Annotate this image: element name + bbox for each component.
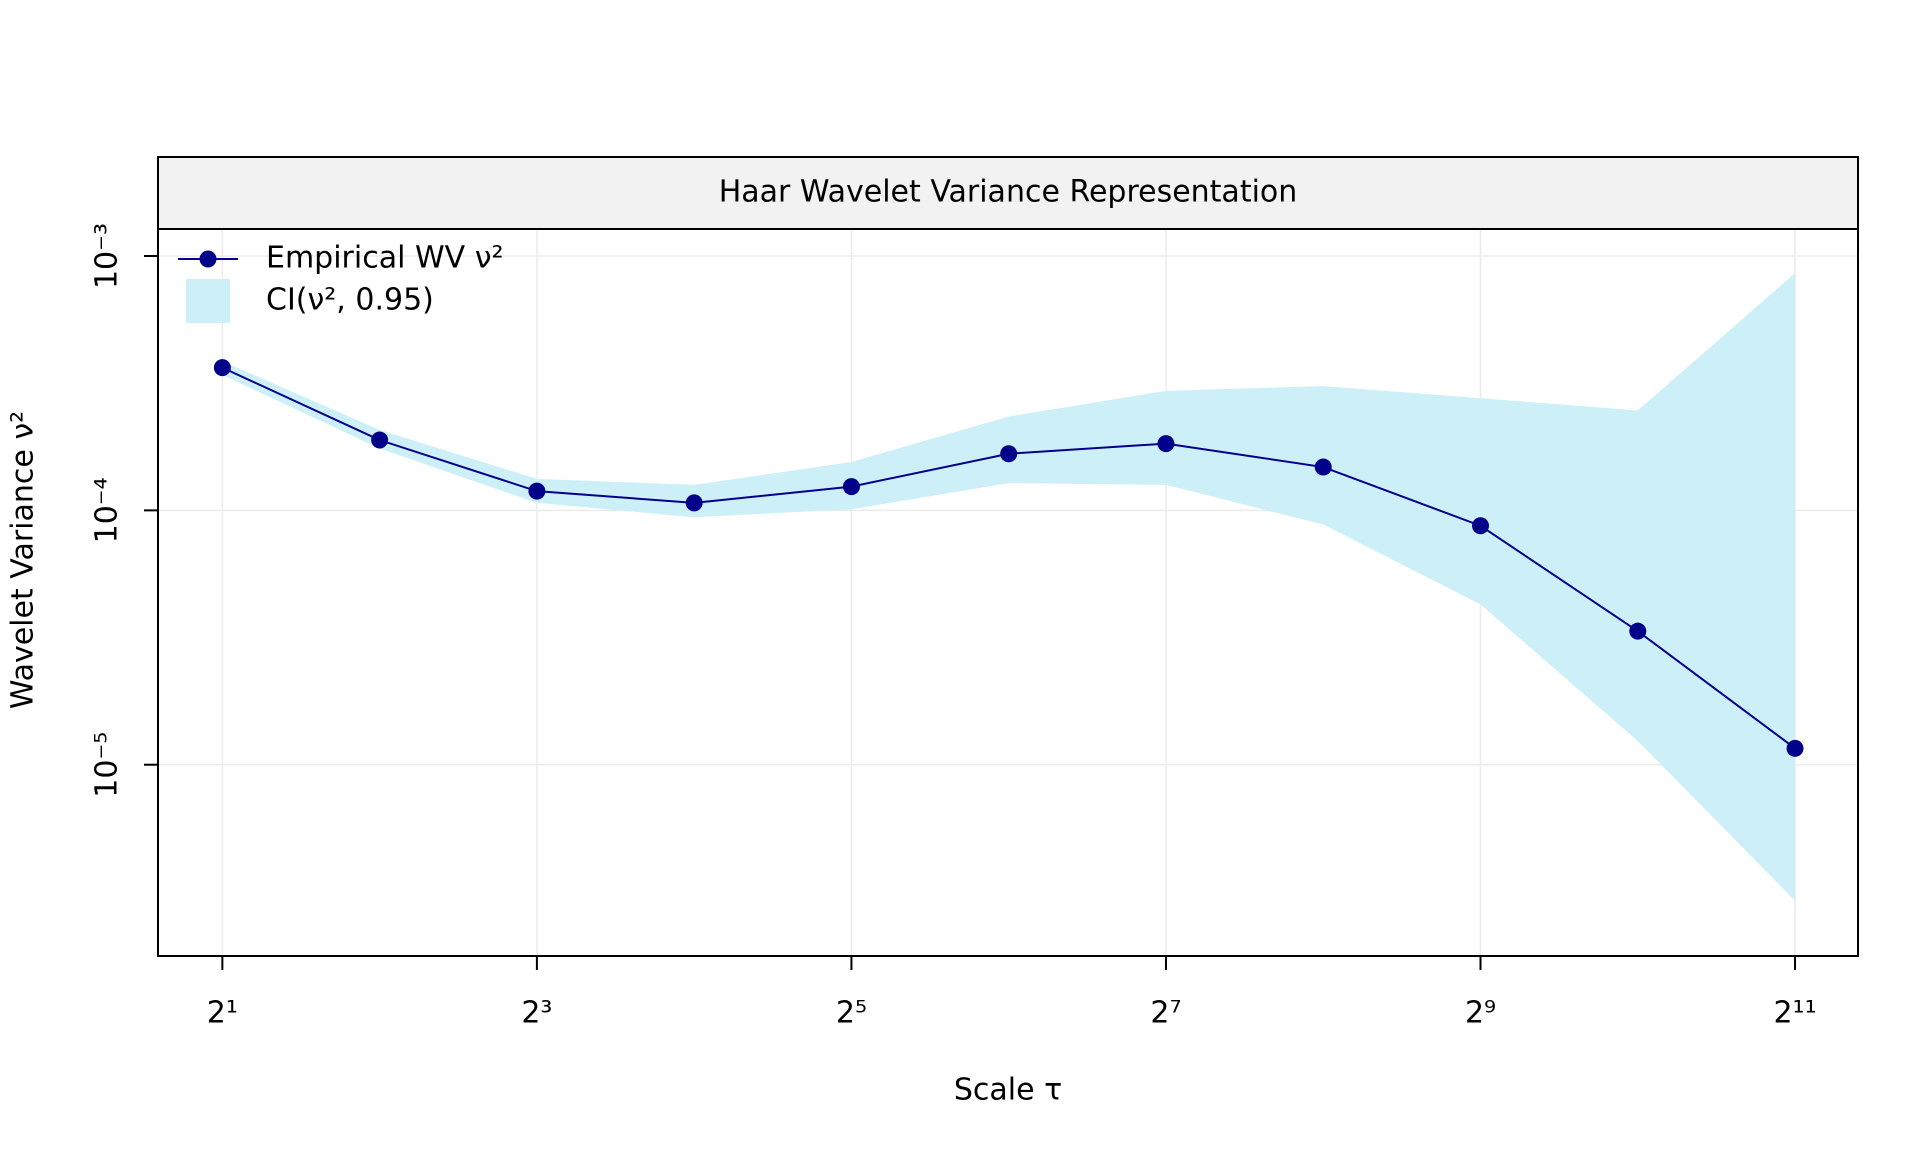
data-point xyxy=(528,482,546,500)
y-tick-label: 10⁻³ xyxy=(90,223,125,289)
data-point xyxy=(1000,445,1018,463)
x-tick-label: 2⁵ xyxy=(836,996,867,1031)
x-tick-label: 2⁷ xyxy=(1150,996,1181,1031)
legend-swatch xyxy=(186,279,230,323)
confidence-band xyxy=(222,273,1796,901)
y-tick-label: 10⁻⁵ xyxy=(90,732,125,798)
legend-label: CI(ν², 0.95) xyxy=(266,283,434,318)
data-point xyxy=(371,431,389,449)
x-tick-label: 2¹ xyxy=(207,996,238,1031)
data-point xyxy=(213,359,231,377)
data-point xyxy=(1314,458,1332,476)
x-tick-label: 2¹¹ xyxy=(1773,996,1816,1031)
data-point xyxy=(842,478,860,496)
chart-title: Haar Wavelet Variance Representation xyxy=(719,175,1298,210)
title-strip xyxy=(157,156,1859,230)
legend-marker xyxy=(199,250,217,268)
x-tick-label: 2³ xyxy=(521,996,552,1031)
x-axis-label: Scale τ xyxy=(954,1073,1062,1108)
data-point xyxy=(1157,435,1175,453)
plot-frame xyxy=(157,228,1859,957)
data-point xyxy=(1786,739,1804,757)
legend-label: Empirical WV ν² xyxy=(266,241,503,276)
data-point xyxy=(1629,622,1647,640)
y-axis-label: Wavelet Variance ν² xyxy=(6,411,41,709)
y-tick-label: 10⁻⁴ xyxy=(90,477,125,543)
data-point xyxy=(685,494,703,512)
data-point xyxy=(1472,517,1490,535)
x-tick-label: 2⁹ xyxy=(1465,996,1496,1031)
